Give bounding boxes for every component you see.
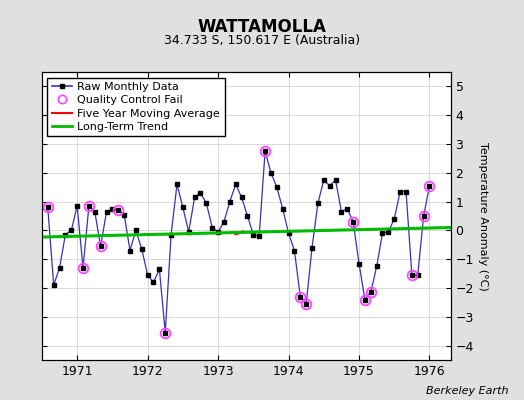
Text: Berkeley Earth: Berkeley Earth: [426, 386, 508, 396]
Text: 34.733 S, 150.617 E (Australia): 34.733 S, 150.617 E (Australia): [164, 34, 360, 47]
Text: WATTAMOLLA: WATTAMOLLA: [198, 18, 326, 36]
Y-axis label: Temperature Anomaly (°C): Temperature Anomaly (°C): [478, 142, 488, 290]
Legend: Raw Monthly Data, Quality Control Fail, Five Year Moving Average, Long-Term Tren: Raw Monthly Data, Quality Control Fail, …: [48, 78, 225, 136]
